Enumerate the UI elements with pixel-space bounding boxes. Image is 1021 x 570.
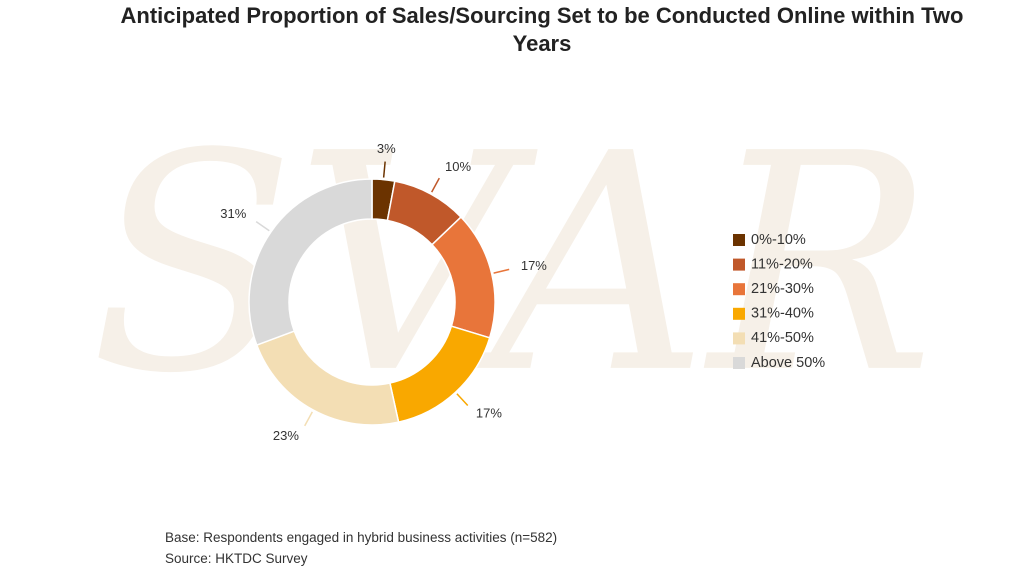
legend-label: 11%-20%: [751, 256, 813, 272]
leader-line: [304, 411, 313, 427]
legend-label: 21%-30%: [751, 281, 814, 297]
note: Base: Respondents engaged in hybrid busi…: [165, 530, 558, 545]
watermark: SVAR: [90, 90, 934, 439]
data-label: 17%: [476, 406, 502, 421]
data-label: 17%: [521, 258, 547, 273]
legend-label: Above 50%: [751, 355, 825, 371]
legend-label: 0%-10%: [751, 232, 806, 248]
leader-line: [255, 221, 270, 232]
legend-label: 31%-40%: [751, 306, 814, 322]
legend-swatch: [733, 258, 745, 271]
donut-slice: [248, 178, 373, 347]
legend-swatch: [733, 283, 745, 296]
leader-line: [456, 393, 469, 407]
data-label: 10%: [445, 159, 471, 174]
legend-swatch: [733, 307, 745, 320]
chart-title: Anticipated Proportion of Sales/Sourcing…: [120, 3, 964, 56]
legend-label: 41%-50%: [751, 330, 814, 346]
data-label: 3%: [377, 141, 396, 156]
legend-swatch: [733, 357, 745, 369]
legend-swatch: [733, 332, 745, 345]
data-label: 31%: [220, 206, 246, 221]
leader-line: [382, 161, 386, 178]
note: Source: HKTDC Survey: [165, 551, 308, 566]
data-label: 23%: [273, 428, 299, 443]
leader-line: [493, 268, 510, 274]
legend-swatch: [733, 234, 745, 246]
leader-line: [431, 177, 440, 193]
